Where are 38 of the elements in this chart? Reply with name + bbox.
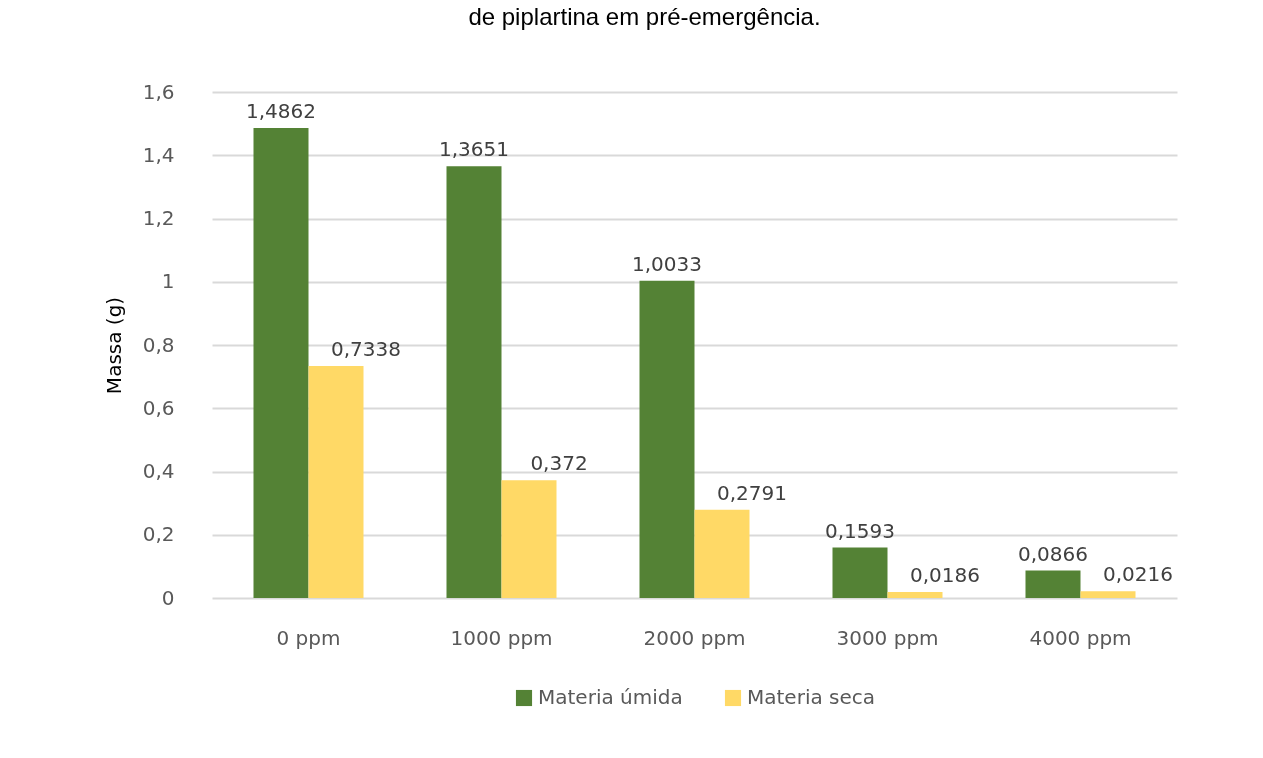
y-tick-label: 1: [161, 269, 175, 294]
bar: [253, 127, 309, 598]
data-label: 0,0186: [910, 563, 980, 588]
x-tick-label: 3000 ppm: [836, 625, 939, 650]
data-label: 0,2791: [717, 480, 787, 505]
chart-title: de piplartina em pré-emergência.: [468, 3, 821, 30]
bar: [501, 480, 557, 598]
data-label: 0,372: [530, 451, 588, 476]
x-tick-label: 1000 ppm: [450, 625, 553, 650]
bar: [887, 592, 943, 598]
data-label: 0,7338: [331, 336, 401, 361]
y-tick-label: 1,4: [142, 142, 175, 167]
y-tick-label: 0,8: [142, 332, 175, 357]
y-tick-label: 0,6: [142, 395, 175, 420]
y-tick-label: 0,2: [142, 522, 175, 547]
data-label: 1,0033: [632, 251, 702, 276]
x-tick-label: 4000 ppm: [1029, 625, 1132, 650]
data-label: 1,3651: [439, 137, 509, 162]
data-label: 1,4862: [246, 98, 316, 123]
y-axis-title: Massa (g): [101, 296, 126, 395]
bar: [308, 365, 364, 598]
bar: [832, 547, 888, 598]
data-label: 0,0866: [1018, 541, 1088, 566]
bar: [446, 166, 502, 598]
x-tick-label: 0 ppm: [276, 625, 341, 650]
bar: [1025, 570, 1081, 598]
y-tick-label: 1,6: [142, 79, 175, 104]
data-label: 0,0216: [1103, 562, 1173, 587]
bar: [639, 280, 695, 598]
y-tick-label: 1,2: [142, 206, 175, 230]
legend-label: Materia seca: [747, 685, 876, 709]
bar: [1080, 591, 1136, 598]
bar: [694, 509, 750, 598]
data-label: 0,1593: [825, 518, 895, 543]
legend-label: Materia úmida: [538, 685, 683, 709]
y-tick-label: 0: [161, 585, 175, 610]
y-tick-label: 0,4: [142, 459, 175, 483]
x-tick-label: 2000 ppm: [643, 625, 746, 650]
